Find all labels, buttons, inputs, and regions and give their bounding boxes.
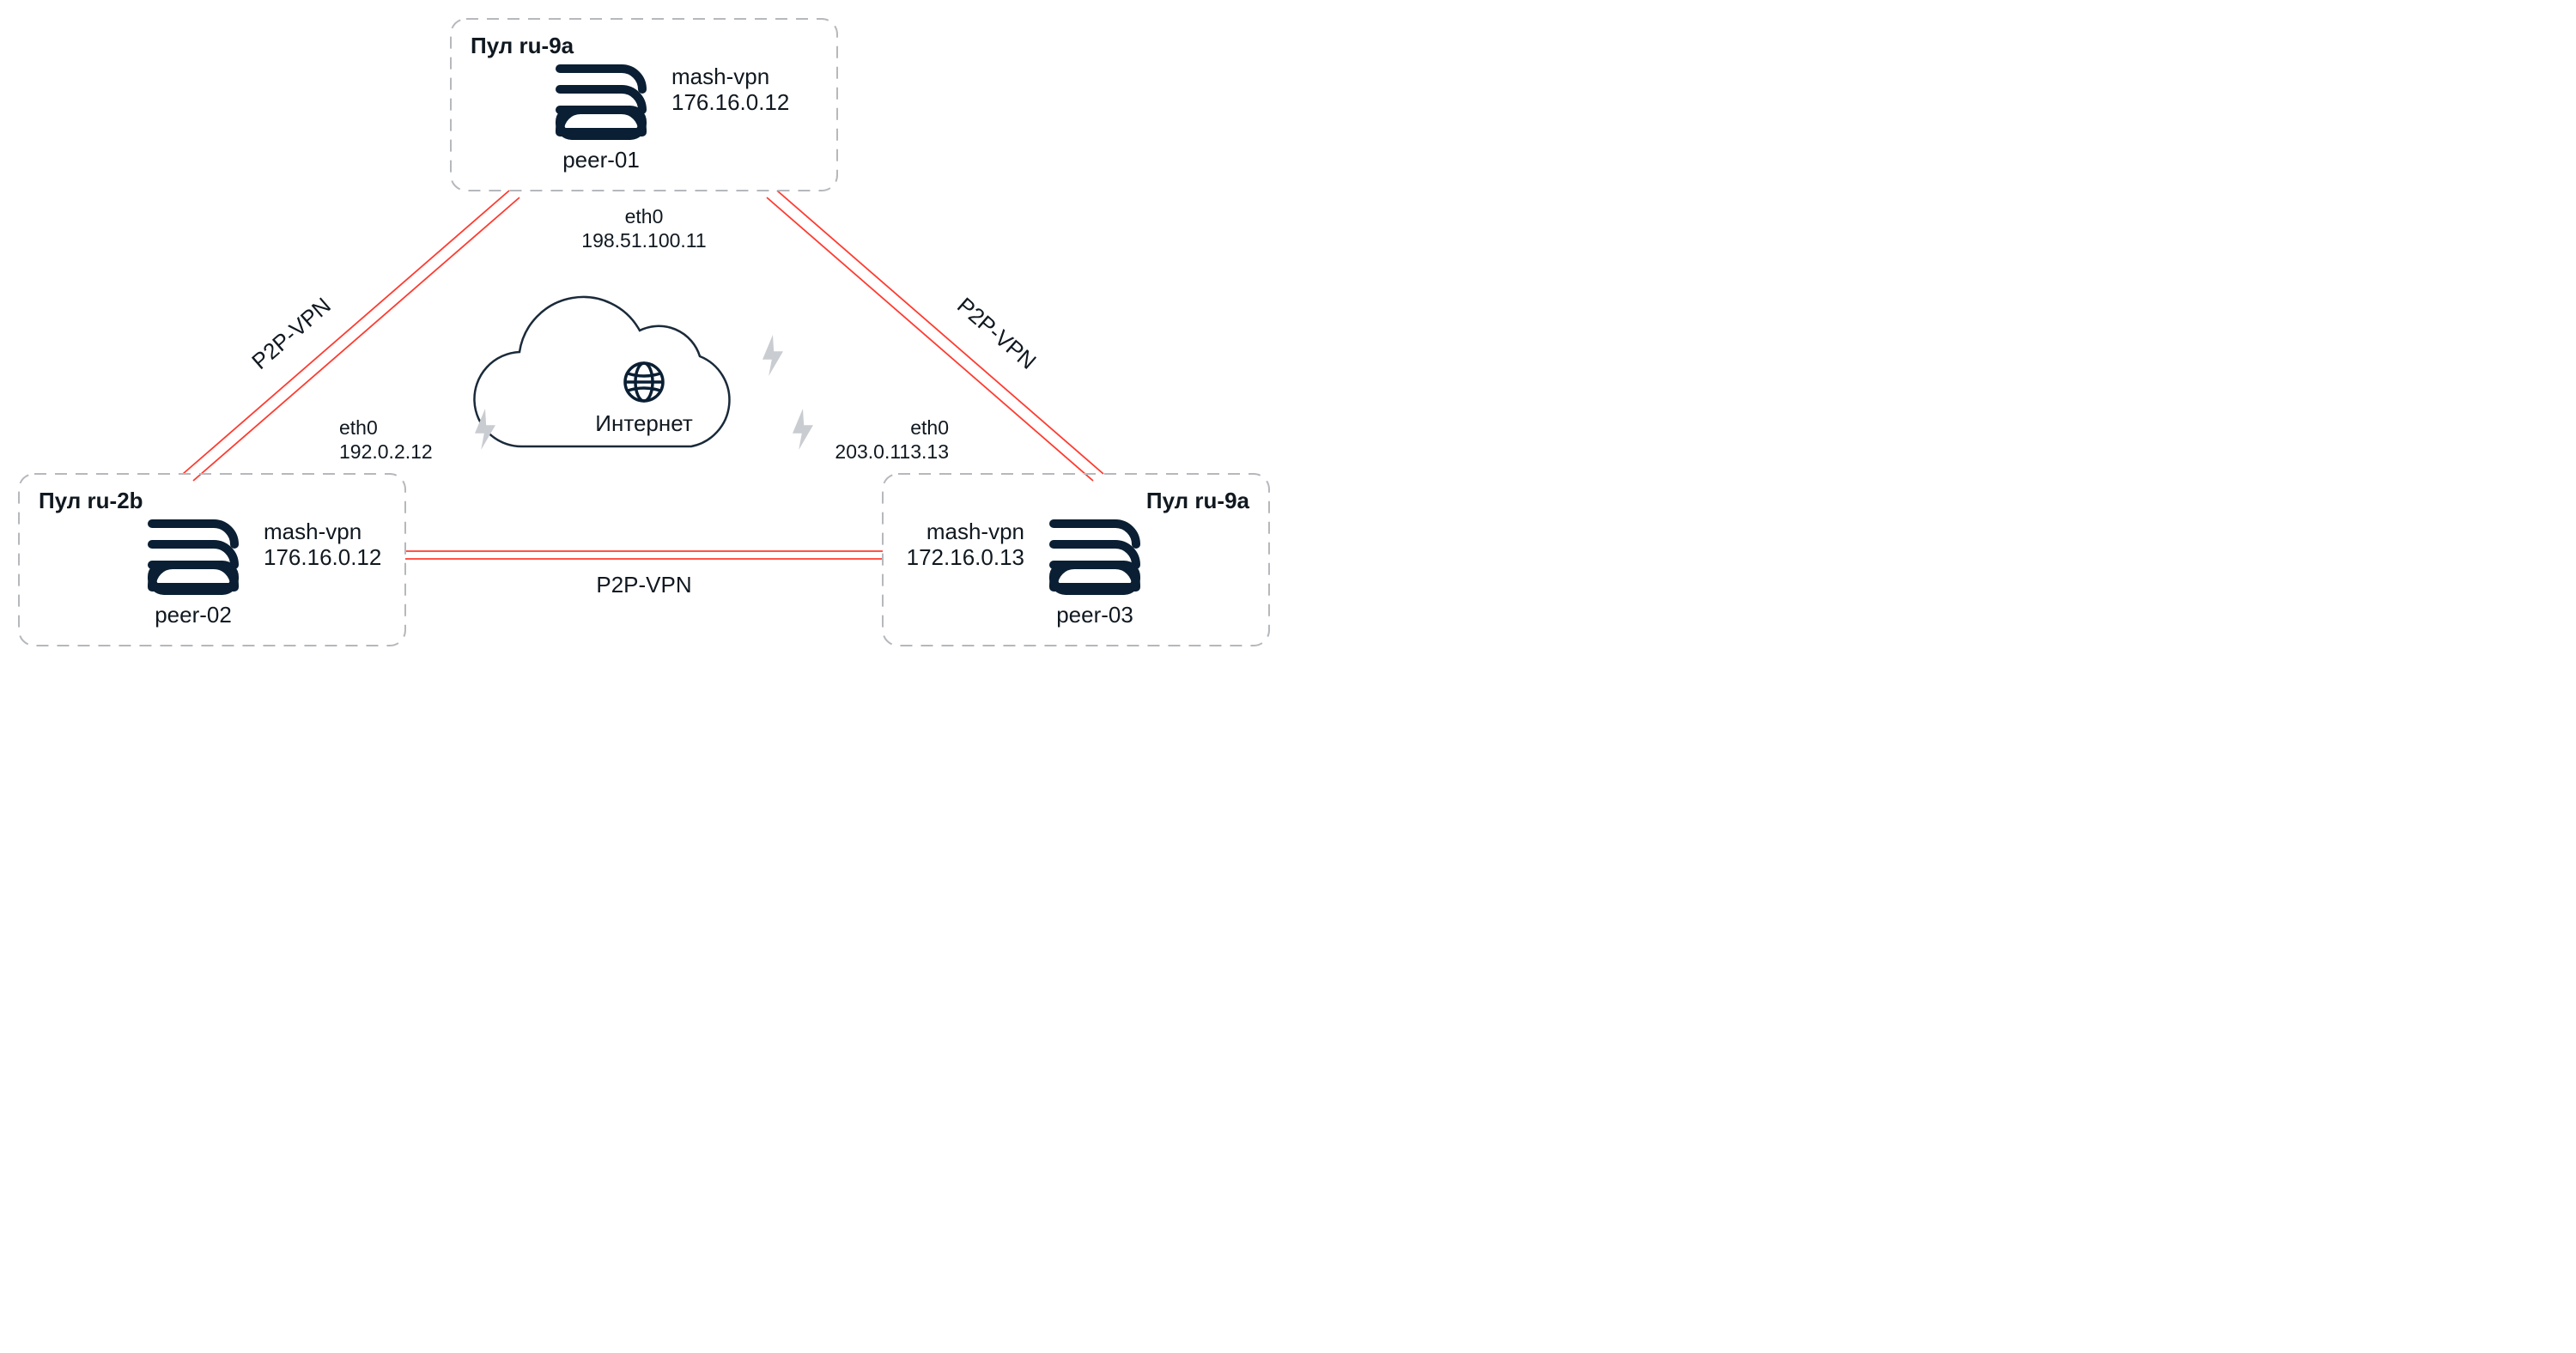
svg-text:eth0: eth0 — [625, 205, 664, 228]
eth-right: eth0 203.0.113.13 — [835, 416, 949, 463]
pool-right: Пул ru-9a peer-03 mash-vpn 172.16.0.13 — [883, 474, 1269, 646]
peer-label: peer-01 — [562, 147, 640, 173]
iface-label: mash-vpn — [927, 519, 1024, 544]
bolt-icon — [793, 409, 813, 450]
ip-label: 176.16.0.12 — [264, 544, 381, 570]
eth-left: eth0 192.0.2.12 — [339, 416, 433, 463]
vpn-label-bottom: P2P-VPN — [596, 572, 691, 598]
iface-label: mash-vpn — [264, 519, 361, 544]
pool-title: Пул ru-9a — [1146, 488, 1250, 513]
peer-label: peer-03 — [1056, 602, 1133, 628]
svg-text:eth0: eth0 — [910, 416, 949, 439]
peer-label: peer-02 — [155, 602, 232, 628]
ip-label: 176.16.0.12 — [671, 89, 789, 115]
ip-label: 172.16.0.13 — [907, 544, 1024, 570]
vpn-label-right: P2P-VPN — [952, 292, 1042, 374]
vpn-link-bottom: P2P-VPN — [405, 551, 883, 598]
pool-title: Пул ru-2b — [39, 488, 143, 513]
bolt-icon — [762, 335, 783, 376]
svg-text:198.51.100.11: 198.51.100.11 — [581, 229, 706, 252]
server-icon — [560, 69, 642, 136]
svg-text:192.0.2.12: 192.0.2.12 — [339, 440, 433, 463]
svg-text:eth0: eth0 — [339, 416, 378, 439]
eth-top: eth0 198.51.100.11 — [581, 205, 706, 252]
internet-cloud: Интернет — [474, 297, 729, 446]
pool-left: Пул ru-2b peer-02 mash-vpn 176.16.0.12 — [19, 474, 405, 646]
pool-top: Пул ru-9a peer-01 mash-vpn 176.16.0.12 — [451, 19, 837, 191]
network-diagram: P2P-VPN P2P-VPN P2P-VPN Интернет eth0 19… — [0, 0, 1288, 676]
svg-text:203.0.113.13: 203.0.113.13 — [835, 440, 949, 463]
server-icon — [1054, 524, 1136, 591]
vpn-label-left: P2P-VPN — [246, 292, 336, 374]
pool-title: Пул ru-9a — [471, 33, 574, 58]
server-icon — [152, 524, 234, 591]
iface-label: mash-vpn — [671, 64, 769, 89]
internet-label: Интернет — [595, 410, 693, 436]
